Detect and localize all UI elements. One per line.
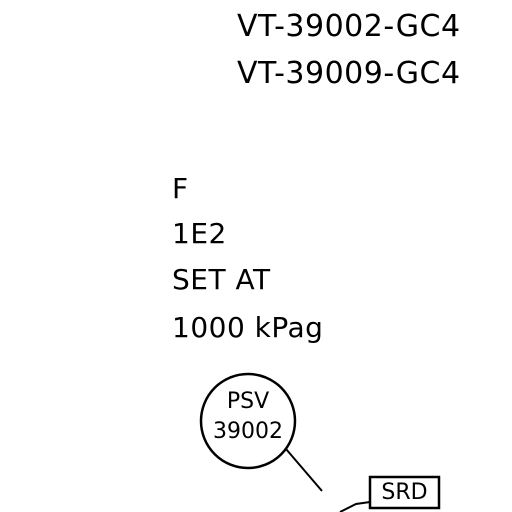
srd-box[interactable]: SRD	[370, 477, 439, 508]
note-line-2: 1E2	[172, 217, 227, 250]
set-at-label: SET AT	[172, 263, 271, 296]
psv-leader-line	[285, 448, 323, 492]
valve-tag-2: VT-39009-GC4	[237, 56, 461, 91]
psv-number-label: 39002	[213, 419, 283, 444]
psv-type-label: PSV	[226, 389, 270, 414]
srd-box-outline	[368, 475, 441, 510]
note-line-1: F	[172, 172, 189, 205]
psv-instrument-bubble	[199, 372, 297, 470]
psv-bubble-text[interactable]: PSV 39002	[202, 387, 294, 457]
srd-label: SRD	[381, 480, 428, 505]
valve-tag-1: VT-39002-GC4	[237, 9, 461, 44]
srd-connector-line	[339, 501, 371, 512]
set-pressure-value: 1000 kPag	[172, 311, 324, 344]
